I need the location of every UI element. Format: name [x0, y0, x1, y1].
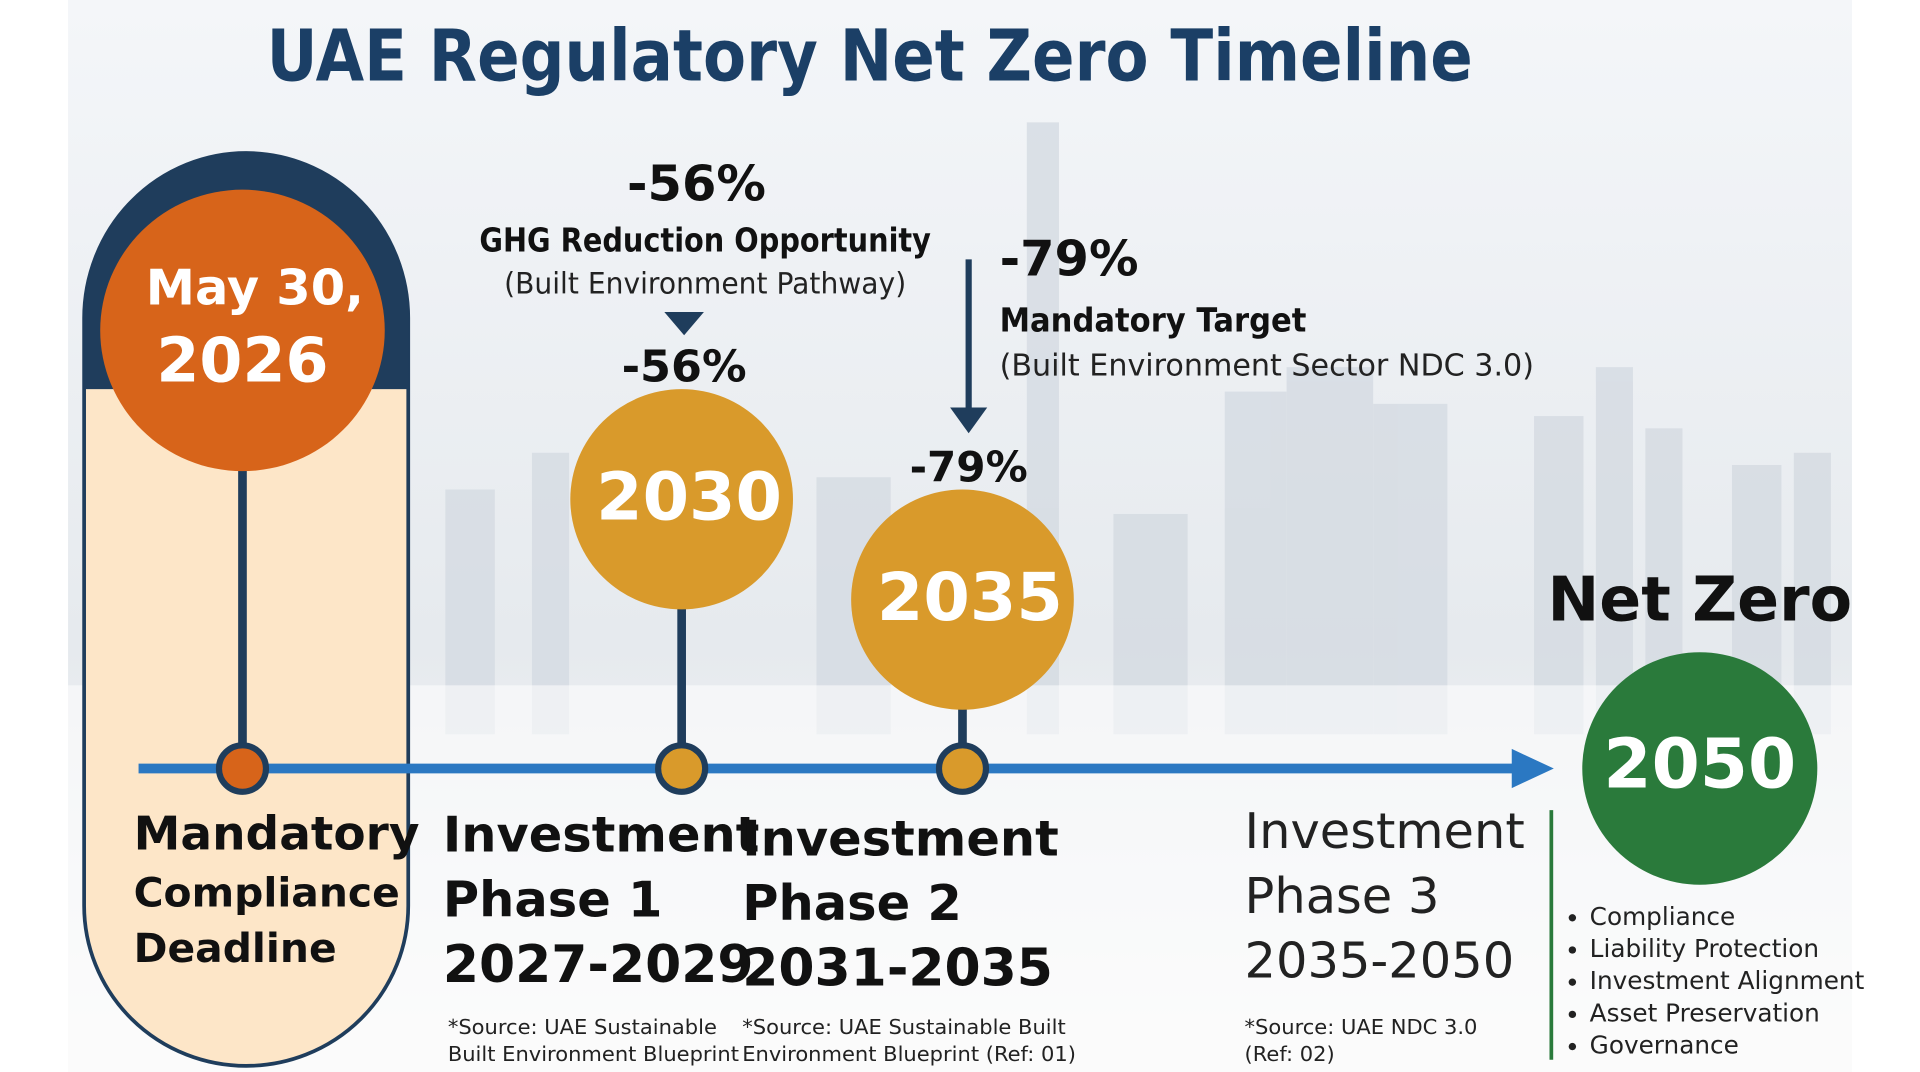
- source-line: *Source: UAE NDC 3.0: [1245, 1015, 1478, 1039]
- callout-subtitle: (Built Environment Pathway): [504, 267, 906, 301]
- source-line: *Source: UAE Sustainable: [448, 1015, 717, 1039]
- caption: Mandatory Compliance Deadline Investment…: [134, 806, 1059, 999]
- timeline-dot: [655, 742, 709, 795]
- bullet: Liability Protection: [1590, 934, 1819, 963]
- caption-line: Investment: [1245, 802, 1525, 860]
- net-zero-heading: Net Zero: [1547, 564, 1852, 636]
- caption-line: 2031-2035: [742, 939, 1053, 999]
- net-zero-circle: [1582, 652, 1818, 885]
- bullet: Asset Preservation: [1590, 998, 1820, 1027]
- caption-line: Phase 2: [742, 874, 962, 932]
- timeline-arrow: [1511, 748, 1554, 789]
- caption-line: Mandatory: [134, 808, 420, 862]
- bullet-dot: [1568, 1010, 1577, 1019]
- source-line: Built Environment Blueprint: [448, 1042, 739, 1066]
- bullet-dot: [1568, 1042, 1577, 1051]
- bullet-dot: [1568, 914, 1577, 922]
- timeline-dot: [215, 742, 270, 795]
- milestone-year: 2035: [877, 558, 1063, 636]
- caption-line: Phase 3: [1245, 867, 1440, 925]
- timeline-dot: [935, 742, 990, 795]
- phase3-caption: Investment Phase 3 2035-2050: [1245, 802, 1525, 989]
- caption-line: 2035-2050: [1245, 932, 1515, 990]
- callout-title: Mandatory Target: [1000, 300, 1307, 339]
- milestone-circle: [851, 489, 1074, 710]
- callout-percent: -79%: [1000, 230, 1139, 288]
- bullet-list: Compliance Liability Protection Investment…: [1568, 902, 1865, 1060]
- caption-line: Investment: [443, 806, 759, 864]
- bullet: Investment Alignment: [1590, 966, 1865, 995]
- title: UAE Regulatory Net Zero Timeline: [267, 15, 1473, 98]
- milestone-year: 2026: [156, 325, 328, 397]
- milestone-percent: -79%: [910, 443, 1028, 492]
- caption-line: Investment: [742, 810, 1058, 868]
- bullet-dot: [1568, 946, 1577, 954]
- caption-line: Compliance: [134, 869, 400, 917]
- bullet-dot: [1568, 978, 1577, 986]
- callout-subtitle: (Built Environment Sector NDC 3.0): [1000, 348, 1534, 384]
- caption-line: 2027-2029: [443, 935, 754, 995]
- milestone-percent: -56%: [622, 342, 747, 393]
- milestone-date: May 30,: [146, 259, 364, 317]
- callout-arrow: [950, 407, 988, 434]
- callout-title: GHG Reduction Opportunity: [479, 221, 931, 260]
- caption-line: Deadline: [134, 924, 337, 972]
- milestone-year: 2030: [596, 458, 782, 536]
- bullet: Compliance: [1590, 902, 1736, 931]
- caption-line: Phase 1: [443, 871, 663, 929]
- source-line: *Source: UAE Sustainable Built: [742, 1015, 1065, 1039]
- milestone-circle: [570, 389, 793, 610]
- net-zero-year: 2050: [1603, 725, 1796, 805]
- callout-percent: -56%: [627, 155, 766, 213]
- sources: *Source: UAE Sustainable Built Environme…: [448, 1015, 1478, 1066]
- callout-arrow: [664, 312, 704, 336]
- source-line: (Ref: 02): [1245, 1042, 1335, 1066]
- milestone-circle: [100, 189, 385, 472]
- bullet: Governance: [1590, 1031, 1739, 1060]
- source-line: Environment Blueprint (Ref: 01): [742, 1042, 1076, 1066]
